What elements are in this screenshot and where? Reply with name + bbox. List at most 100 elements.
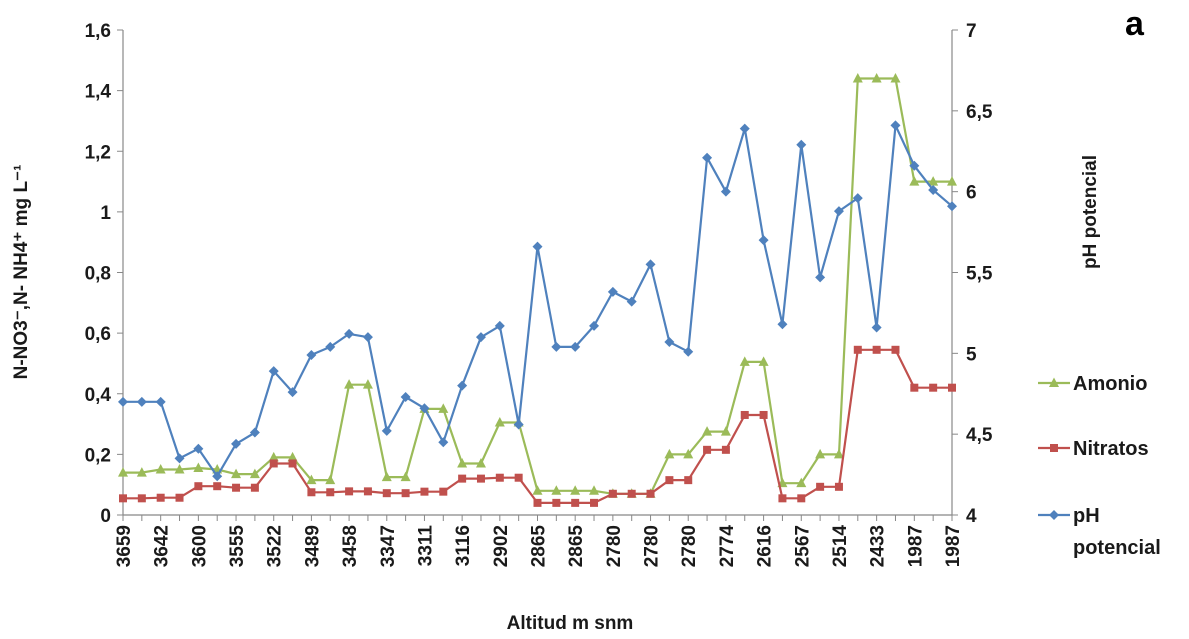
x-tick-label: 3659 (114, 525, 135, 567)
data-point-nitratos (137, 494, 146, 503)
data-point-nitratos (910, 383, 919, 392)
data-point-amonio (155, 464, 166, 474)
data-point-nitratos (552, 498, 561, 507)
x-tick-label: 2780 (642, 525, 663, 567)
data-point-nitratos (778, 494, 787, 503)
right-tick-label: 4,5 (966, 425, 993, 446)
x-tick-label: 2514 (830, 525, 851, 568)
data-point-amonio (589, 485, 600, 495)
legend-label: Amonio (1073, 373, 1147, 395)
data-point-ph-potencial (174, 453, 185, 464)
data-point-nitratos (646, 489, 655, 498)
data-point-nitratos (948, 383, 956, 392)
data-point-nitratos (175, 493, 184, 502)
data-point-amonio (325, 474, 336, 485)
data-point-amonio (758, 356, 769, 366)
data-point-amonio (720, 426, 731, 436)
data-point-ph-potencial (193, 443, 204, 454)
x-tick-label: 3311 (415, 525, 436, 567)
x-tick-label: 3600 (189, 525, 210, 567)
x-tick-label: 2865 (566, 525, 587, 568)
data-point-nitratos (288, 459, 297, 468)
data-point-ph-potencial (758, 235, 769, 246)
x-tick-label: 3642 (152, 525, 173, 567)
left-tick-label: 0 (100, 506, 111, 527)
data-point-amonio (871, 73, 882, 83)
data-point-ph-potencial (683, 346, 694, 357)
data-point-nitratos (269, 459, 278, 468)
data-point-nitratos (307, 488, 316, 497)
x-tick-label: 2865 (529, 525, 550, 568)
data-point-ph-potencial (381, 425, 392, 436)
data-point-ph-potencial (720, 186, 731, 197)
left-tick-label: 1,4 (85, 82, 112, 103)
x-tick-label: 2780 (679, 525, 700, 567)
data-point-ph-potencial (438, 437, 449, 448)
legend-swatch-marker (1049, 377, 1059, 387)
data-point-nitratos (514, 473, 523, 482)
data-point-ph-potencial (702, 152, 713, 163)
data-point-nitratos (571, 498, 580, 507)
data-point-ph-potencial (249, 427, 260, 438)
data-point-nitratos (853, 345, 862, 354)
data-point-ph-potencial (513, 419, 524, 430)
data-point-nitratos (250, 483, 259, 492)
x-tick-label: 3116 (453, 525, 474, 566)
data-point-amonio (532, 485, 543, 495)
x-tick-label: 2780 (604, 525, 625, 567)
x-axis-title: Altitud m snm (507, 613, 634, 634)
x-tick-label: 2774 (717, 525, 738, 568)
data-point-nitratos (929, 383, 938, 392)
data-point-ph-potencial (909, 160, 920, 171)
right-y-axis: 4 4,5 5 5,5 6 6,5 7 (951, 21, 993, 527)
data-point-amonio (344, 379, 355, 389)
x-axis: 3659 3642 3600 3555 3522 3489 3458 3347 3311 3116… (114, 514, 964, 568)
series-line-nitratos (123, 348, 952, 504)
data-point-amonio (833, 448, 844, 459)
data-point-nitratos (797, 494, 806, 503)
data-point-amonio (287, 451, 298, 462)
series-nitratos (119, 345, 956, 507)
data-point-ph-potencial (344, 328, 355, 339)
left-tick-label: 0,2 (85, 445, 111, 466)
legend-label: Nitratos (1073, 438, 1149, 460)
data-point-ph-potencial (136, 396, 147, 407)
legend-item-amonio: Amonio (1038, 373, 1147, 395)
data-point-ph-potencial (532, 241, 543, 252)
data-point-ph-potencial (118, 396, 128, 407)
data-point-ph-potencial (494, 320, 505, 331)
right-tick-label: 6 (966, 183, 977, 204)
data-point-ph-potencial (871, 322, 882, 333)
data-point-nitratos (703, 445, 712, 454)
data-point-nitratos (533, 498, 542, 507)
data-point-nitratos (721, 445, 730, 454)
data-point-nitratos (232, 483, 241, 492)
data-point-nitratos (665, 476, 674, 485)
data-point-nitratos (439, 487, 448, 496)
series-amonio (118, 73, 957, 498)
x-tick-label: 2902 (491, 525, 512, 567)
right-tick-label: 4 (966, 506, 977, 527)
legend-swatch-marker (1049, 510, 1059, 520)
legend-item-ph-potencial: pH potencial (1038, 505, 1161, 559)
data-point-ph-potencial (626, 296, 637, 307)
data-point-amonio (118, 467, 128, 477)
data-point-nitratos (759, 410, 768, 419)
series-line-ph-potencial (123, 124, 953, 478)
data-point-amonio (362, 379, 373, 389)
legend-label: pH potencial (1073, 505, 1161, 559)
data-point-nitratos (363, 487, 372, 496)
x-tick-label: 2567 (792, 525, 813, 567)
data-point-nitratos (476, 474, 485, 483)
left-tick-label: 1,2 (85, 142, 111, 163)
data-point-ph-potencial (419, 403, 430, 414)
data-point-amonio (475, 457, 486, 468)
x-tick-label: 3489 (302, 525, 323, 567)
data-point-nitratos (816, 482, 825, 491)
data-point-ph-potencial (607, 286, 618, 297)
data-point-amonio (928, 176, 939, 186)
data-point-ph-potencial (815, 272, 826, 283)
data-point-ph-potencial (155, 396, 166, 407)
data-point-ph-potencial (212, 471, 223, 482)
